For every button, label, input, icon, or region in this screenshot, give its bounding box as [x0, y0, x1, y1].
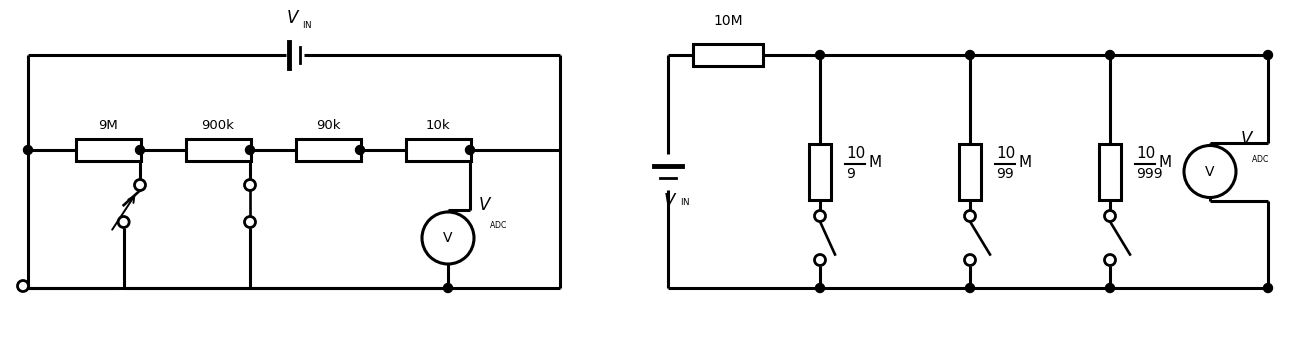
Circle shape	[815, 284, 824, 293]
Circle shape	[422, 212, 473, 264]
Text: $V$: $V$	[1240, 130, 1254, 147]
Text: $_{\rm ADC}$: $_{\rm ADC}$	[1251, 154, 1269, 166]
Text: $_{\rm IN}$: $_{\rm IN}$	[680, 196, 690, 209]
Circle shape	[245, 180, 255, 190]
Bar	[186, 139, 250, 161]
Bar	[76, 139, 141, 161]
Circle shape	[814, 254, 826, 266]
Circle shape	[134, 180, 146, 190]
Text: V: V	[444, 231, 453, 245]
Circle shape	[965, 284, 974, 293]
Text: $_{\rm IN}$: $_{\rm IN}$	[302, 18, 312, 31]
Circle shape	[814, 210, 826, 222]
Text: 9M: 9M	[98, 119, 117, 132]
Circle shape	[245, 146, 254, 154]
Circle shape	[1106, 50, 1115, 60]
Circle shape	[1104, 210, 1116, 222]
Text: 10k: 10k	[426, 119, 450, 132]
Text: M: M	[869, 155, 882, 170]
Bar	[958, 144, 980, 200]
Circle shape	[245, 217, 255, 228]
Bar	[1099, 144, 1121, 200]
Circle shape	[23, 146, 32, 154]
Bar	[693, 44, 762, 66]
Bar	[405, 139, 471, 161]
Circle shape	[18, 280, 28, 292]
Text: 10M: 10M	[713, 14, 743, 28]
Circle shape	[466, 146, 475, 154]
Bar	[295, 139, 360, 161]
Text: 999: 999	[1136, 167, 1162, 181]
Text: M: M	[1019, 155, 1032, 170]
Circle shape	[965, 210, 975, 222]
Text: 10: 10	[1136, 147, 1156, 161]
Circle shape	[1263, 284, 1272, 293]
Text: $V$: $V$	[286, 9, 301, 27]
Circle shape	[356, 146, 365, 154]
Text: $V$: $V$	[479, 196, 493, 214]
Bar	[809, 144, 831, 200]
Text: 99: 99	[996, 167, 1014, 181]
Circle shape	[1263, 50, 1272, 60]
Text: $_{\rm ADC}$: $_{\rm ADC}$	[489, 220, 507, 232]
Circle shape	[135, 146, 144, 154]
Text: M: M	[1158, 155, 1173, 170]
Circle shape	[965, 254, 975, 266]
Text: 10: 10	[846, 147, 866, 161]
Circle shape	[1106, 284, 1115, 293]
Circle shape	[119, 217, 129, 228]
Text: $V$: $V$	[663, 191, 677, 210]
Text: 9: 9	[846, 167, 855, 181]
Circle shape	[1184, 146, 1236, 197]
Circle shape	[965, 50, 974, 60]
Circle shape	[444, 284, 453, 293]
Circle shape	[815, 50, 824, 60]
Text: 90k: 90k	[316, 119, 341, 132]
Circle shape	[1104, 254, 1116, 266]
Text: 10: 10	[996, 147, 1015, 161]
Text: V: V	[1205, 164, 1215, 178]
Text: 900k: 900k	[201, 119, 235, 132]
